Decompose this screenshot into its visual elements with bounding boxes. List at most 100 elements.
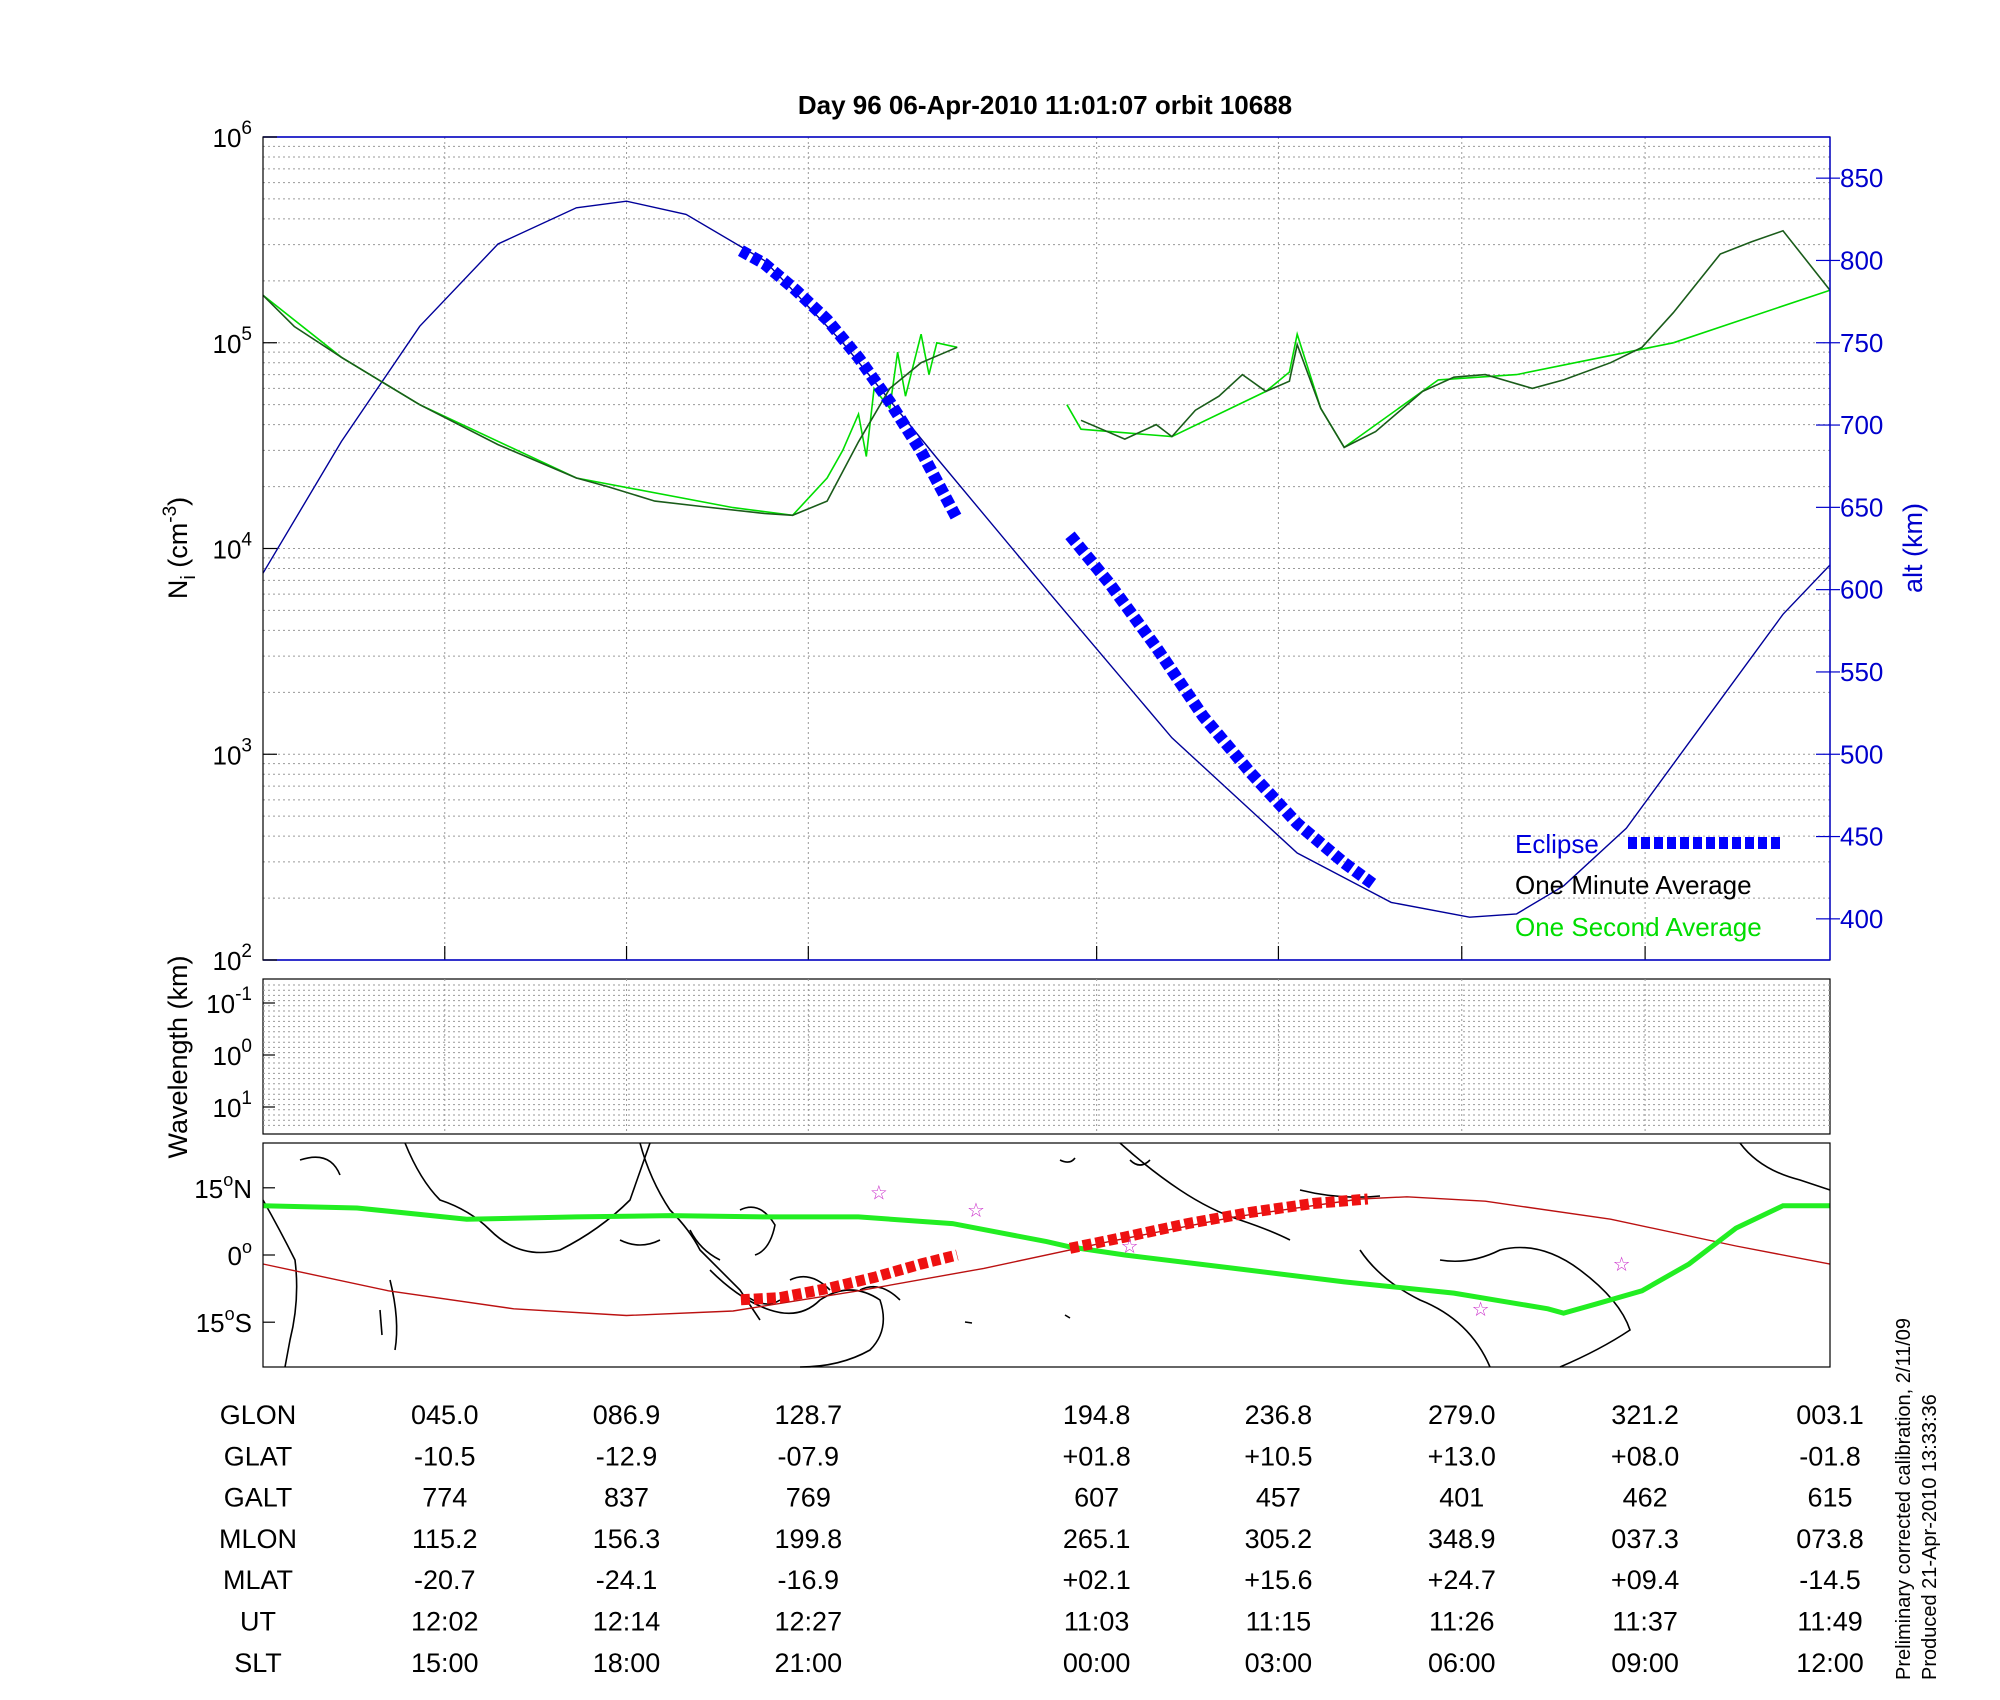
- table-cell: 003.1: [1796, 1400, 1864, 1430]
- table-cell: +09.4: [1611, 1565, 1679, 1595]
- right-axis-label: alt (km): [1898, 503, 1928, 593]
- star-marker-icon: ☆: [870, 1180, 888, 1204]
- series-eclipse-segment: [1065, 531, 1380, 891]
- calibration-note: Preliminary corrected calibration, 2/11/…: [1893, 1318, 1915, 1680]
- star-marker-icon: ☆: [1613, 1252, 1631, 1276]
- map-tick-value: 15: [196, 1308, 225, 1338]
- mid-panel-grid: [263, 979, 1830, 1134]
- coastline: [1439, 1246, 1631, 1368]
- orbit-table: GLON 045.0 086.9 128.7 194.8 236.8 279.0 321.2 0…: [219, 1400, 1864, 1678]
- table-cell: 11:03: [1064, 1607, 1130, 1637]
- table-cell: -12.9: [596, 1441, 658, 1471]
- y-tick-base: 10: [213, 946, 242, 976]
- mid-axis-label: Wavelength (km): [163, 955, 193, 1158]
- map-tick-unit: N: [233, 1174, 252, 1204]
- table-cell: 11:26: [1429, 1607, 1495, 1637]
- coastline: [964, 1321, 973, 1324]
- y2-tick-label: 600: [1840, 575, 1883, 605]
- table-cell: 12:02: [411, 1607, 479, 1637]
- y2-tick-label: 800: [1840, 245, 1883, 275]
- y-tick-exp: 4: [241, 530, 252, 551]
- map-eclipse-segment: [740, 1249, 959, 1306]
- coastline: [689, 1229, 721, 1261]
- star-marker-icon: ☆: [1472, 1297, 1490, 1321]
- coastline: [379, 1309, 383, 1336]
- map-tick-value: 0: [228, 1241, 242, 1271]
- table-cell: 265.1: [1063, 1524, 1131, 1554]
- mid-tick-exp: -1: [235, 984, 252, 1005]
- y2-tick-label: 550: [1840, 657, 1883, 687]
- y2-tick-label: 500: [1840, 739, 1883, 769]
- produced-note: Produced 21-Apr-2010 13:33:36: [1919, 1394, 1941, 1680]
- coastline: [709, 1269, 885, 1368]
- table-cell: 11:37: [1612, 1607, 1678, 1637]
- y-tick-base: 10: [213, 740, 242, 770]
- table-row-label: UT: [240, 1607, 276, 1637]
- top-panel-series: [262, 200, 1831, 918]
- y-tick-exp: 6: [241, 118, 252, 139]
- map-series: ☆ ☆ ☆ ☆ ☆: [262, 1180, 1831, 1321]
- left-axis-label-sub: i: [178, 575, 200, 579]
- y-tick-base: 10: [213, 123, 242, 153]
- table-cell: -01.8: [1799, 1441, 1861, 1471]
- series-eclipse-segment: [737, 245, 963, 522]
- y-tick-label: 102: [213, 941, 253, 976]
- table-cell: +24.7: [1428, 1565, 1496, 1595]
- coastline: [1119, 1142, 1291, 1241]
- table-cell: 769: [786, 1483, 831, 1513]
- table-cell: 401: [1439, 1483, 1484, 1513]
- y2-tick-label: 850: [1840, 163, 1883, 193]
- table-cell: 774: [422, 1483, 467, 1513]
- table-cell: 607: [1074, 1483, 1119, 1513]
- table-cell: 348.9: [1428, 1524, 1496, 1554]
- map-tick-value: 15: [194, 1174, 223, 1204]
- y-tick-label: 103: [213, 735, 253, 770]
- table-cell: 073.8: [1796, 1524, 1864, 1554]
- coastline: [262, 1199, 298, 1368]
- table-cell: 00:00: [1063, 1648, 1131, 1678]
- chart-title: Day 96 06-Apr-2010 11:01:07 orbit 10688: [798, 90, 1292, 120]
- legend-second-label: One Second Average: [1515, 912, 1762, 942]
- table-row-label: MLON: [219, 1524, 297, 1554]
- table-cell: 15:00: [411, 1648, 479, 1678]
- table-cell: 236.8: [1245, 1400, 1313, 1430]
- series-altitude-line: [262, 200, 1831, 918]
- table-cell: -20.7: [414, 1565, 476, 1595]
- coastline: [619, 1239, 661, 1246]
- map-tick-label: 0o: [228, 1237, 252, 1271]
- table-cell: 156.3: [593, 1524, 661, 1554]
- table-cell: 457: [1256, 1483, 1301, 1513]
- table-cell: 045.0: [411, 1400, 479, 1430]
- legend-minute-label: One Minute Average: [1515, 870, 1752, 900]
- star-marker-icon: ☆: [967, 1198, 985, 1222]
- y2-tick-label: 400: [1840, 904, 1883, 934]
- legend-eclipse-label: Eclipse: [1515, 829, 1599, 859]
- y-tick-label: 106: [213, 118, 253, 153]
- top-panel-vertical-grid: [444, 137, 1646, 960]
- table-row-label: MLAT: [223, 1565, 293, 1595]
- table-cell: +13.0: [1428, 1441, 1496, 1471]
- table-cell: -10.5: [414, 1441, 476, 1471]
- mid-tick-base: 10: [213, 1093, 242, 1123]
- coastline: [404, 1142, 651, 1254]
- coastline: [1059, 1157, 1076, 1163]
- table-cell: 12:00: [1796, 1648, 1864, 1678]
- table-cell: 21:00: [775, 1648, 843, 1678]
- y2-tick-label: 700: [1840, 410, 1883, 440]
- table-cell: 194.8: [1063, 1400, 1131, 1430]
- mid-tick-exp: 1: [241, 1088, 252, 1109]
- table-cell: 115.2: [412, 1524, 478, 1554]
- table-cell: 06:00: [1428, 1648, 1496, 1678]
- table-cell: -16.9: [778, 1565, 840, 1595]
- table-cell: -07.9: [778, 1441, 840, 1471]
- y2-tick-label: 450: [1840, 822, 1883, 852]
- right-axis-ticks: 400 450 500 550 600 650 700 750 800 850: [1816, 163, 1883, 934]
- table-row-label: GLON: [220, 1400, 297, 1430]
- mid-tick-label: 101: [213, 1088, 253, 1123]
- coastline: [299, 1156, 341, 1176]
- left-axis-label: Ni (cm-3): [160, 497, 200, 599]
- table-cell: 11:49: [1797, 1607, 1863, 1637]
- table-cell: 462: [1623, 1483, 1668, 1513]
